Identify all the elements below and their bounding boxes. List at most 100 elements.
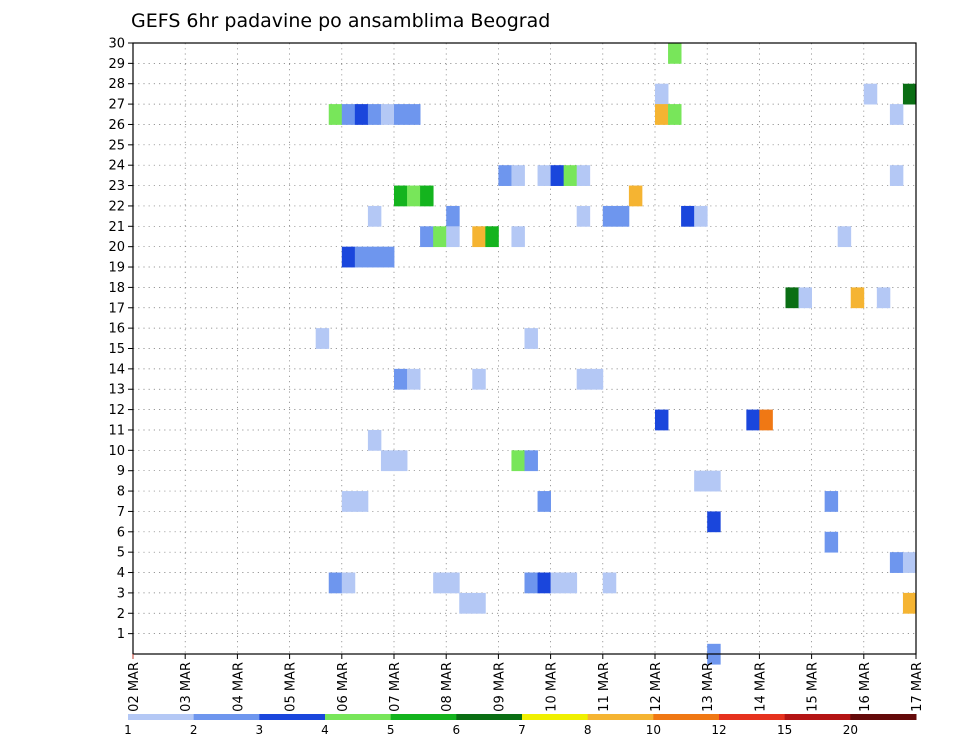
precip-cell [394,185,408,207]
precip-cell [328,572,343,594]
precip-cell [446,572,460,594]
precip-cell [394,104,408,125]
precip-cell [889,104,904,125]
precip-cell [889,552,904,573]
precip-cell [380,450,395,472]
precip-cell [511,165,525,186]
precip-cell [354,491,369,512]
x-axis-ticks: 02 MAR 03 MAR 04 MAR 05 MAR 06 MAR 07 MAR 08 M… [127,654,925,712]
precip-cell [707,470,721,492]
y-tick-label: 27 [108,98,125,113]
x-tick-label: 09 MAR [492,662,507,712]
x-tick-label: 08 MAR [440,662,455,712]
x-tick-label: 10 MAR [545,662,560,712]
precip-cell [537,572,551,594]
y-tick-label: 13 [108,383,125,398]
precip-cell [354,104,369,125]
precip-cell [511,226,525,248]
colorbar-swatch [193,714,260,720]
precip-cell [394,450,408,472]
precip-cell [655,83,669,105]
precip-cell [380,246,395,268]
precip-cell [524,328,538,349]
precip-cell [472,592,486,614]
precip-cell [628,185,643,207]
precip-cell [498,165,512,186]
precip-cell [459,592,473,614]
colorbar-swatch [128,714,195,720]
y-tick-label: 8 [117,485,125,500]
x-tick-label: 17 MAR [910,662,925,712]
y-tick-label: 24 [108,159,125,174]
precip-cell [759,409,773,431]
colorbar-swatch [719,714,786,720]
y-tick-label: 29 [108,57,125,72]
precip-cell [668,43,682,64]
precip-cell [615,205,630,227]
x-tick-label: 07 MAR [388,662,403,712]
x-tick-label: 13 MAR [701,662,716,712]
y-tick-label: 3 [117,586,125,601]
precip-cell [681,205,695,227]
colorbar-label: 12 [711,723,726,737]
y-tick-label: 21 [108,220,125,235]
y-tick-label: 5 [117,546,125,561]
x-tick-label: 12 MAR [649,662,664,712]
y-tick-label: 1 [117,627,125,642]
colorbar-swatch [325,714,392,720]
precip-cell [602,205,617,227]
precip-cell [537,165,551,186]
precip-cell [315,328,330,349]
colorbar-label: 10 [646,723,661,737]
y-tick-label: 15 [108,342,125,357]
precip-cell [367,104,382,125]
y-tick-label: 26 [108,118,125,133]
x-tick-label: 06 MAR [336,662,351,712]
precip-cell [746,409,760,431]
precip-cell [837,226,852,248]
precip-cell [655,409,669,431]
precip-cell [472,368,486,390]
precip-cell [394,368,408,390]
precip-cell [446,205,460,227]
precip-cell [668,104,682,125]
precip-cell [550,165,565,186]
x-tick-label: 11 MAR [597,662,612,712]
colorbar-swatch [784,714,851,720]
x-tick-label: 16 MAR [858,662,873,712]
precip-cell [707,511,721,533]
precip-cell [550,572,565,594]
y-tick-label: 14 [108,362,125,377]
precip-cell [433,572,447,594]
y-tick-label: 12 [108,403,125,418]
y-tick-label: 11 [108,423,125,438]
colorbar-label: 15 [777,723,792,737]
precip-cell [655,104,669,125]
precip-cell [576,205,591,227]
colorbar-swatch [390,714,457,720]
precip-cell [433,226,447,248]
precip-cell [824,531,839,553]
precip-cell [850,287,865,309]
colorbar-swatch [850,714,917,720]
precip-cell [589,368,604,390]
y-tick-label: 9 [117,464,125,479]
precip-cell [328,104,343,125]
colorbar-label: 4 [321,723,329,737]
colorbar-label: 6 [453,723,461,737]
colorbar-label: 1 [124,723,132,737]
precipitation-cells [315,43,917,665]
colorbar-swatch [456,714,523,720]
precip-cell [902,83,917,105]
x-tick-label: 05 MAR [284,662,299,712]
precip-cell [798,287,812,309]
colorbar-label: 3 [256,723,264,737]
colorbar-swatch [587,714,654,720]
precip-cell [341,104,356,125]
y-tick-label: 30 [108,37,125,52]
y-tick-label: 6 [117,525,125,540]
precip-cell [407,185,421,207]
y-tick-label: 18 [108,281,125,296]
precip-cell [576,165,591,186]
